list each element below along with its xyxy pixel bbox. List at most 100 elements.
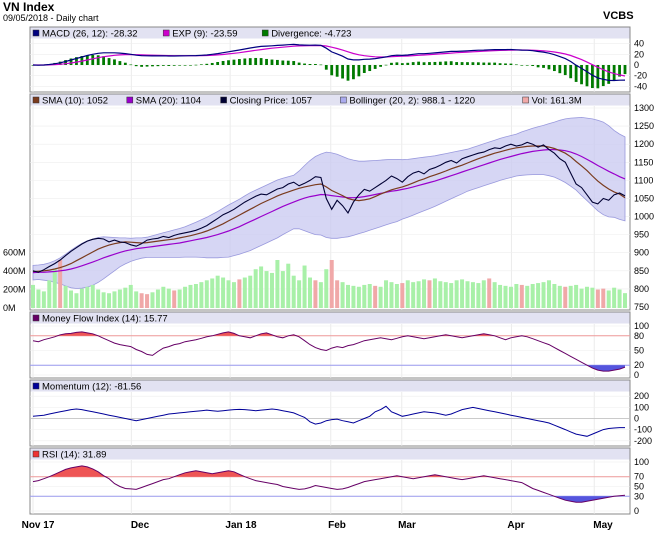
volume-bar (601, 288, 606, 308)
volume-bar (237, 279, 242, 308)
price-legend-label: Vol: 161.3M (532, 96, 582, 107)
mfi-y-tick-label: 80 (634, 331, 644, 341)
macd-divergence-bar (444, 61, 448, 65)
macd-divergence-bar (297, 62, 301, 65)
volume-bar (367, 284, 372, 308)
price-y-tick-label: 1200 (634, 139, 654, 149)
volume-bar (96, 289, 101, 308)
macd-divergence-bar (286, 60, 290, 65)
macd-divergence-bar (227, 60, 230, 65)
macd-divergence-bar (449, 61, 453, 65)
price-legend-swatch (340, 96, 347, 104)
macd-divergence-bar (189, 65, 192, 66)
volume-bar (432, 278, 437, 308)
chart-title: VN Index (3, 0, 55, 14)
macd-legend-swatch (261, 29, 269, 37)
volume-bar (384, 280, 389, 308)
volume-bar (568, 285, 573, 308)
volume-bar (307, 277, 312, 308)
macd-divergence-bar (107, 58, 111, 65)
macd-divergence-bar (547, 65, 551, 70)
macd-divergence-bar (531, 65, 535, 67)
volume-bar (52, 269, 57, 308)
volume-bar (150, 292, 155, 308)
macd-divergence-bar (390, 62, 393, 65)
volume-bar (302, 265, 307, 308)
macd-divergence-bar (357, 65, 361, 77)
macd-divergence-bar (596, 65, 600, 89)
volume-bar (563, 286, 568, 308)
volume-bar (595, 289, 600, 308)
volume-bar (74, 293, 79, 308)
volume-bar (623, 293, 627, 308)
macd-divergence-bar (118, 61, 122, 65)
macd-divergence-bar (324, 65, 328, 70)
macd-divergence-bar (178, 65, 182, 66)
volume-bar (231, 282, 236, 308)
rsi-legend-swatch (32, 450, 40, 458)
macd-divergence-bar (281, 60, 285, 65)
mfi-y-tick-label: 100 (634, 321, 649, 331)
momentum-y-tick-label: -100 (634, 425, 652, 435)
volume-bar (503, 285, 508, 308)
macd-divergence-bar (400, 63, 404, 65)
rsi-y-tick-label: 50 (634, 482, 644, 492)
macd-divergence-bar (75, 57, 78, 65)
volume-bar (579, 288, 584, 308)
chart-subtitle: 09/05/2018 - Daily chart (3, 13, 99, 23)
volume-bar (394, 284, 399, 308)
rsi-line (32, 465, 626, 503)
volume-bar (373, 285, 378, 308)
volume-bar (318, 282, 323, 308)
volume-bar (248, 275, 253, 308)
macd-divergence-bar (259, 58, 263, 65)
sma20-line (32, 149, 626, 274)
momentum-line (32, 405, 625, 437)
volume-bar (172, 290, 177, 308)
macd-divergence-bar (514, 64, 518, 66)
x-tick-label: Nov 17 (22, 520, 55, 531)
price-legend-label: Closing Price: 1057 (230, 96, 312, 107)
macd-y-tick-label: 0 (634, 60, 639, 70)
macd-divergence-bar (254, 57, 258, 65)
macd-legend-swatch (162, 29, 170, 37)
macd-legend-label: Divergence: -4.723 (271, 29, 351, 40)
macd-divergence-bar (411, 62, 415, 65)
volume-y-tick-label: 600M (3, 248, 26, 258)
momentum-legend-swatch (32, 382, 40, 390)
macd-divergence-bar (487, 62, 491, 65)
macd-divergence-bar (591, 65, 594, 89)
volume-bar (454, 280, 459, 308)
volume-bar (117, 289, 122, 308)
x-tick-label: Feb (328, 520, 346, 531)
price-legend-swatch (126, 96, 134, 104)
momentum-y-tick-label: 200 (634, 391, 649, 401)
volume-bar (546, 280, 551, 308)
macd-divergence-bar (623, 65, 627, 75)
volume-bar (460, 279, 465, 308)
macd-line (32, 43, 626, 82)
volume-bar (183, 286, 188, 308)
price-y-tick-label: 1150 (634, 157, 653, 167)
volume-bar (530, 284, 535, 308)
macd-y-tick-label: 40 (634, 39, 644, 49)
volume-bar (221, 277, 226, 308)
volume-bar (465, 281, 470, 308)
macd-y-tick-label: 20 (634, 49, 644, 59)
momentum-y-tick-label: -200 (634, 436, 652, 446)
volume-bar (378, 286, 383, 308)
macd-divergence-bar (276, 59, 279, 65)
volume-bar (617, 289, 622, 308)
volume-bar (508, 286, 513, 308)
macd-legend-swatch (32, 29, 40, 37)
price-legend-swatch (522, 96, 529, 104)
volume-bar (41, 291, 46, 308)
macd-divergence-bar (113, 59, 116, 65)
macd-divergence-bar (509, 63, 513, 65)
price-y-tick-label: 1100 (634, 175, 653, 185)
macd-divergence-bar (607, 65, 611, 84)
macd-divergence-bar (460, 62, 464, 65)
mfi-y-tick-label: 20 (634, 360, 644, 370)
momentum-y-tick-label: 100 (634, 402, 649, 412)
macd-divergence-bar (265, 58, 268, 65)
